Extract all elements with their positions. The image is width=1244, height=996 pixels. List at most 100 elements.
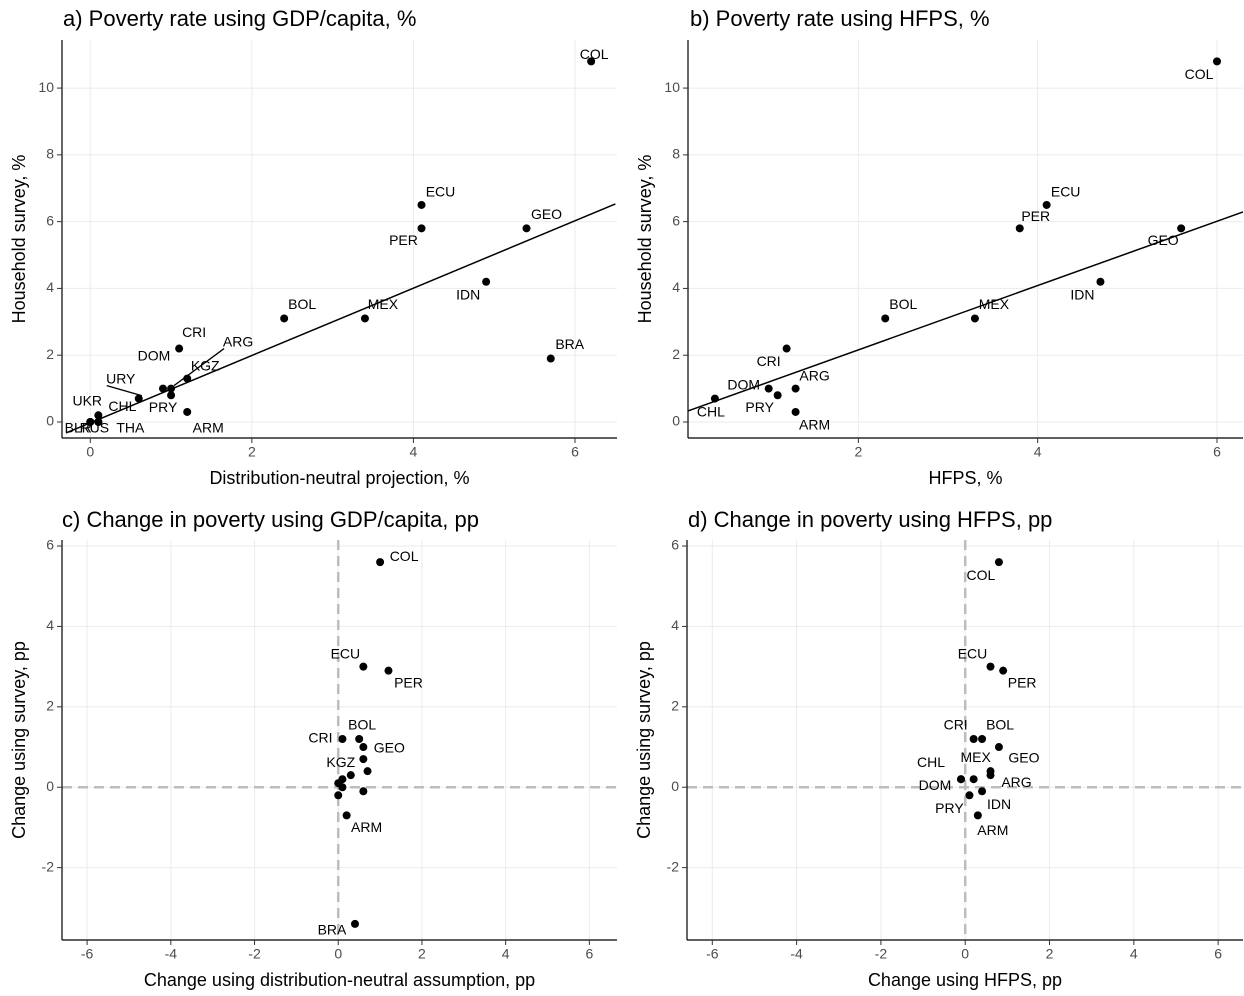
y-tick-label: 6 [46,212,54,228]
y-tick-label: 10 [664,79,680,95]
point-label: IDN [456,286,480,302]
point [134,394,143,403]
point-label: GEO [1008,750,1039,766]
y-axis-label: Household survey, % [635,155,655,324]
point [1177,224,1186,233]
point-label: CRI [757,353,781,369]
x-tick-label: -6 [81,946,94,962]
point-label: ECU [426,184,456,200]
point [764,384,773,393]
y-tick-label: 6 [46,537,54,553]
point-label: ARM [799,417,830,433]
panel-title: c) Change in poverty using GDP/capita, p… [62,507,479,532]
point [587,57,596,66]
point [360,314,369,323]
point-label: BOL [986,717,1014,733]
y-tick-label: 2 [46,698,54,714]
y-tick-label: 8 [46,146,54,162]
x-tick-label: -6 [706,946,719,962]
point [158,384,167,393]
point [338,783,347,792]
point-label: CHL [917,754,945,770]
point [384,666,393,675]
point [1096,277,1105,286]
point-label: ARM [351,819,382,835]
x-tick-label: 6 [1214,946,1222,962]
point [791,407,800,416]
point [376,558,385,567]
point-label: DOM [919,777,952,793]
point-label: PER [389,232,418,248]
point [546,354,555,363]
point-label: ARM [977,822,1008,838]
point-label: DOM [138,347,171,363]
x-axis-label: Change using distribution-neutral assump… [144,970,535,990]
point [978,734,987,743]
point [773,391,782,400]
point-label: BRA [318,922,347,938]
y-tick-label: 0 [672,413,680,429]
point [999,666,1008,675]
y-tick-label: 2 [672,346,680,362]
point [965,791,974,800]
point [334,791,343,800]
x-tick-label: 2 [854,444,862,460]
y-tick-label: 4 [46,617,54,633]
point-label: BLR [65,420,92,436]
y-tick-label: 6 [672,212,680,228]
point-label: CRI [308,730,332,746]
point [280,314,289,323]
point [183,407,192,416]
point [86,417,95,426]
y-tick-label: 0 [671,778,679,794]
point [956,775,965,784]
point [350,919,359,928]
point-label: CHL [697,403,725,419]
point-label: BOL [889,296,917,312]
point [417,224,426,233]
point-label: THA [116,420,145,436]
point-label: KGZ [326,754,355,770]
point-label: ARM [193,420,224,436]
point-label: UKR [72,393,102,409]
point-label: RUS [80,420,110,436]
point-label: ARG [1001,774,1031,790]
point [363,767,372,776]
point-label: IDN [1070,286,1094,302]
y-tick-label: 0 [46,778,54,794]
x-tick-label: -2 [875,946,888,962]
y-tick-label: 0 [46,413,54,429]
y-tick-label: 4 [672,279,680,295]
point-label: KGZ [191,357,220,373]
point [167,384,176,393]
point [346,771,355,780]
x-tick-label: 2 [418,946,426,962]
x-tick-label: 4 [1130,946,1138,962]
point-label: GEO [1148,232,1179,248]
x-tick-label: 0 [86,444,94,460]
point [969,775,978,784]
point-label: DOM [727,376,760,392]
point-label: BOL [348,717,376,733]
y-tick-label: -2 [42,858,55,874]
point [167,391,176,400]
point-label: CHL [108,398,136,414]
y-axis-label: Change using survey, pp [9,641,29,839]
panel-title: d) Change in poverty using HFPS, pp [688,507,1052,532]
y-tick-label: 10 [38,79,54,95]
y-tick-label: 4 [671,617,679,633]
x-tick-label: 6 [571,444,579,460]
x-tick-label: 0 [334,946,342,962]
point [1212,57,1221,66]
point [94,411,103,420]
point [482,277,491,286]
x-tick-label: 0 [961,946,969,962]
point-label: MEX [979,296,1010,312]
point [986,767,995,776]
point-label: PRY [745,399,774,415]
y-tick-label: 4 [46,279,54,295]
x-tick-label: 6 [585,946,593,962]
point-label: COL [390,548,419,564]
point [355,734,364,743]
